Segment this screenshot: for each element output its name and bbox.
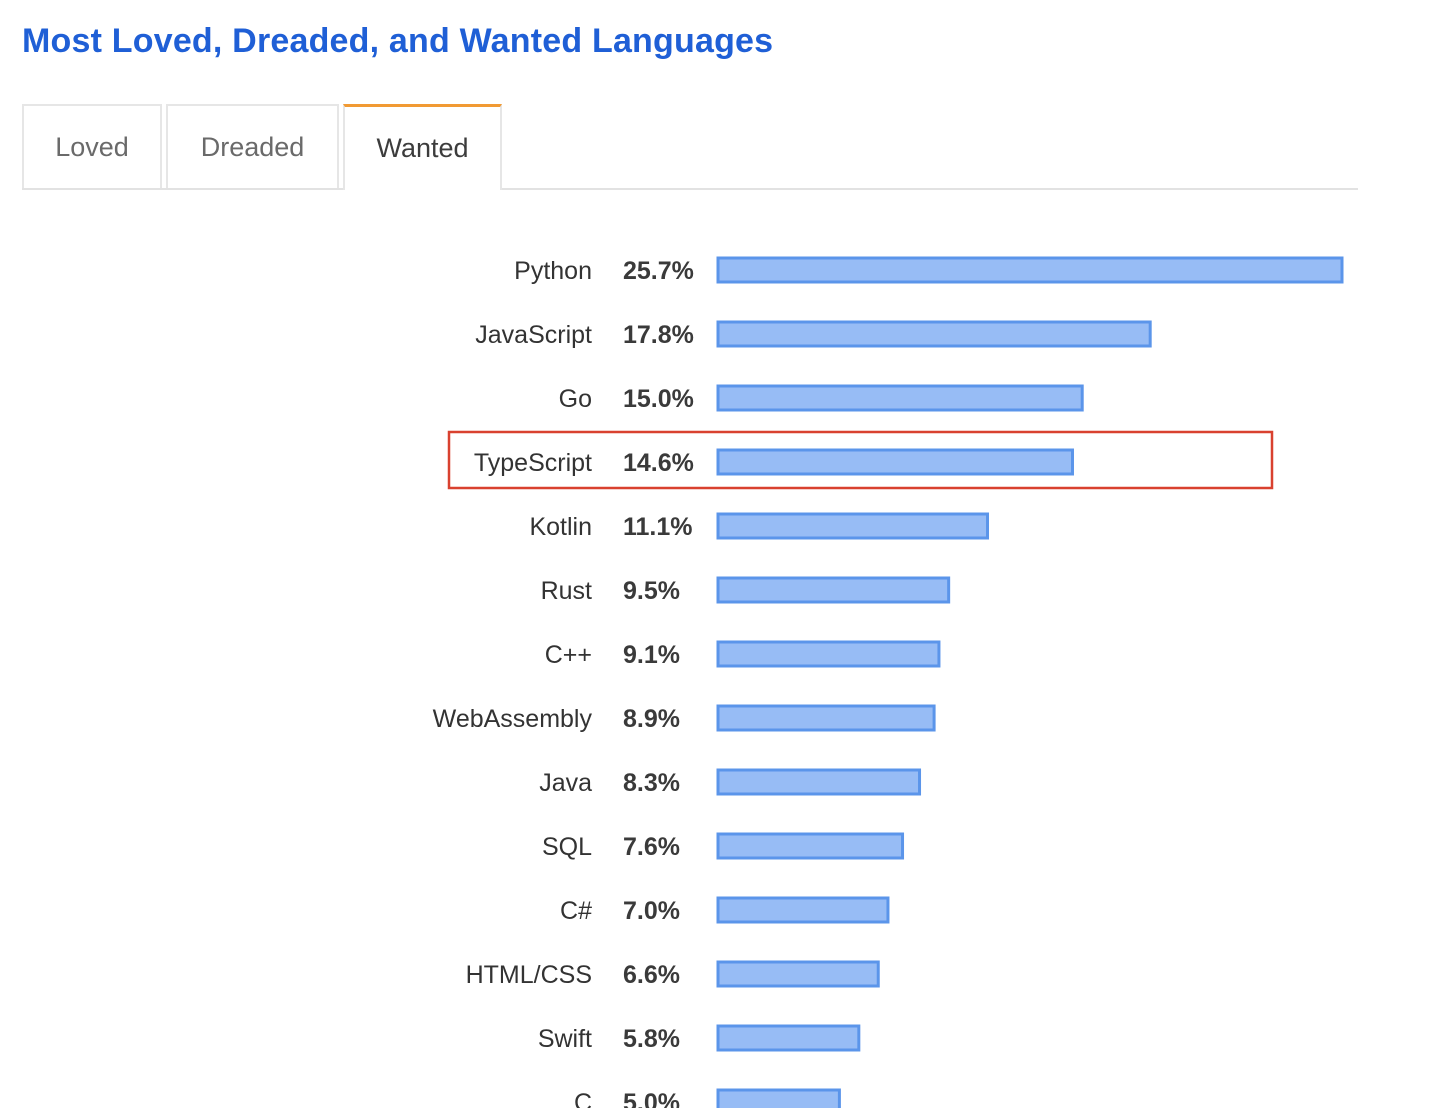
value-label-csharp: 7.0% (623, 897, 680, 925)
bar-go (716, 384, 1084, 412)
bar-html-css (716, 960, 880, 988)
category-label-swift: Swift (538, 1025, 592, 1053)
bar-typescript (716, 448, 1074, 476)
bar-row-typescript: TypeScript 14.6% (474, 448, 1074, 477)
bar-java (716, 768, 922, 796)
tab-dreaded[interactable]: Dreaded (166, 104, 339, 188)
value-label-webassembly: 8.9% (623, 705, 680, 733)
value-label-go: 15.0% (623, 385, 694, 413)
tab-wanted[interactable]: Wanted (343, 104, 502, 190)
category-label-go: Go (559, 385, 592, 413)
bar-row-javascript: JavaScript 17.8% (475, 320, 1152, 349)
category-label-html-css: HTML/CSS (466, 961, 592, 989)
value-label-c: 5.0% (623, 1089, 680, 1108)
bar-kotlin (716, 512, 990, 540)
category-label-webassembly: WebAssembly (433, 705, 593, 733)
bar-cplusplus (716, 640, 941, 668)
tab-loved[interactable]: Loved (22, 104, 162, 188)
tab-bar-divider (22, 188, 1358, 190)
bar-webassembly (716, 704, 936, 732)
value-label-java: 8.3% (623, 769, 680, 797)
value-label-kotlin: 11.1% (623, 513, 693, 541)
value-label-javascript: 17.8% (623, 321, 694, 349)
bar-row-html-css: HTML/CSS 6.6% (466, 960, 880, 989)
bar-javascript (716, 320, 1152, 348)
value-label-swift: 5.8% (623, 1025, 680, 1053)
bar-python (716, 256, 1344, 284)
bar-row-python: Python 25.7% (514, 256, 1344, 285)
category-label-javascript: JavaScript (475, 321, 592, 349)
bar-row-swift: Swift 5.8% (538, 1024, 861, 1053)
tab-dreaded-label: Dreaded (200, 131, 305, 162)
category-label-python: Python (514, 257, 592, 285)
bar-swift (716, 1024, 861, 1052)
value-label-sql: 7.6% (623, 833, 680, 861)
highlight-box-typescript (447, 430, 1274, 490)
bar-c (716, 1088, 841, 1108)
category-label-sql: SQL (542, 833, 592, 861)
value-label-html-css: 6.6% (623, 961, 680, 989)
bar-row-go: Go 15.0% (559, 384, 1084, 413)
bar-row-csharp: C# 7.0% (560, 896, 890, 925)
value-label-typescript: 14.6% (623, 449, 694, 477)
bar-row-rust: Rust 9.5% (541, 576, 951, 605)
category-label-kotlin: Kotlin (529, 513, 592, 541)
category-label-typescript: TypeScript (474, 449, 592, 477)
bar-row-kotlin: Kotlin 11.1% (529, 512, 990, 541)
category-label-csharp: C# (560, 897, 592, 925)
page-title: Most Loved, Dreaded, and Wanted Language… (22, 22, 774, 60)
tab-wanted-label: Wanted (376, 133, 469, 163)
category-label-c: C (574, 1089, 592, 1108)
bar-row-sql: SQL 7.6% (542, 832, 905, 861)
category-label-cplusplus: C++ (545, 641, 592, 669)
bar-csharp (716, 896, 890, 924)
bar-row-webassembly: WebAssembly 8.9% (433, 704, 936, 733)
category-label-rust: Rust (541, 577, 592, 605)
value-label-rust: 9.5% (623, 577, 680, 605)
value-label-cplusplus: 9.1% (623, 641, 680, 669)
bar-row-java: Java 8.3% (539, 768, 922, 797)
tab-loved-label: Loved (55, 131, 129, 162)
bar-row-c: C 5.0% (574, 1088, 841, 1108)
bar-rust (716, 576, 951, 604)
category-label-java: Java (539, 769, 592, 797)
tab-bar: Loved Dreaded Wanted (22, 104, 1358, 190)
bar-sql (716, 832, 905, 860)
value-label-python: 25.7% (623, 257, 694, 285)
bar-row-cplusplus: C++ 9.1% (545, 640, 941, 669)
